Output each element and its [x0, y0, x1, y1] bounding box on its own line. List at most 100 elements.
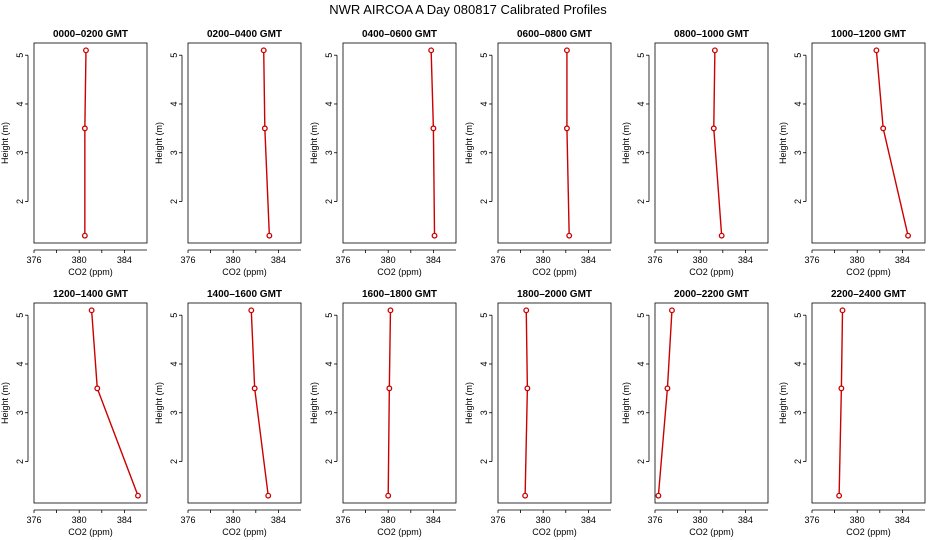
plot-frame — [497, 302, 612, 504]
x-tick-label: 380 — [850, 255, 865, 265]
data-point — [838, 385, 845, 392]
plot-frame — [187, 302, 302, 504]
y-tick-label: 5 — [793, 53, 803, 58]
y-tick-label: 5 — [15, 53, 25, 58]
y-axis-label: Height (m) — [621, 122, 631, 164]
x-tick-label: 380 — [72, 255, 87, 265]
x-axis-label: CO2 (ppm) — [846, 527, 891, 537]
x-axis-label: CO2 (ppm) — [377, 267, 422, 277]
y-axis-label: Height (m) — [309, 122, 319, 164]
y-tick-label: 3 — [169, 410, 179, 415]
data-point — [873, 47, 880, 54]
data-point — [566, 232, 573, 239]
data-point — [718, 232, 725, 239]
x-tick-label: 384 — [271, 255, 286, 265]
page-title: NWR AIRCOA A Day 080817 Calibrated Profi… — [329, 2, 607, 17]
y-axis-label: Height (m) — [464, 382, 474, 424]
panel-title: 1600–1800 GMT — [362, 289, 437, 300]
series-line — [657, 310, 673, 496]
x-tick-label: 384 — [581, 255, 596, 265]
data-point — [266, 232, 273, 239]
x-tick-label: 380 — [381, 515, 396, 525]
data-point — [905, 232, 911, 239]
x-axis-label: CO2 (ppm) — [689, 267, 734, 277]
chart-panel-9: 1800–2000 GMT 376 380 384 CO2 (ppm) 2 3 4 5 Heigh… — [464, 289, 612, 537]
y-tick-label: 3 — [324, 150, 334, 155]
y-tick-label: 2 — [169, 199, 179, 204]
panel-title: 0400–0600 GMT — [362, 29, 437, 40]
y-tick-label: 5 — [169, 313, 179, 318]
y-tick-label: 2 — [636, 199, 646, 204]
y-tick-label: 3 — [324, 410, 334, 415]
plot-frame — [811, 302, 926, 504]
data-point — [387, 307, 394, 314]
y-tick-label: 5 — [479, 313, 489, 318]
x-tick-label: 380 — [536, 255, 551, 265]
chart-panel-1: 0200–0400 GMT 376 380 384 CO2 (ppm) 2 3 4 5 Heigh… — [154, 29, 302, 277]
panel-title: 0000–0200 GMT — [53, 29, 128, 40]
y-tick-label: 3 — [793, 150, 803, 155]
x-tick-label: 384 — [895, 515, 910, 525]
series-line — [713, 50, 723, 236]
data-point — [260, 47, 267, 54]
y-axis-label: Height (m) — [778, 382, 788, 424]
y-axis-label: Height (m) — [309, 382, 319, 424]
x-axis-label: CO2 (ppm) — [222, 527, 267, 537]
series-line — [566, 50, 570, 236]
data-point — [94, 385, 101, 392]
data-point — [385, 492, 392, 499]
x-tick-label: 384 — [117, 255, 132, 265]
y-axis-label: Height (m) — [0, 382, 10, 424]
y-tick-label: 2 — [15, 199, 25, 204]
y-tick-label: 4 — [479, 361, 489, 366]
x-tick-label: 376 — [335, 515, 350, 525]
data-point — [83, 47, 89, 54]
series-line — [84, 50, 87, 236]
x-axis-label: CO2 (ppm) — [68, 267, 113, 277]
y-tick-label: 5 — [479, 53, 489, 58]
data-point — [428, 47, 435, 54]
y-tick-label: 2 — [15, 459, 25, 464]
data-point — [251, 385, 258, 392]
data-point — [563, 47, 570, 54]
plot-frame — [497, 42, 612, 244]
y-tick-label: 3 — [169, 150, 179, 155]
y-axis-label: Height (m) — [0, 122, 10, 164]
panel-title: 0600–0800 GMT — [517, 29, 592, 40]
x-tick-label: 376 — [804, 255, 819, 265]
data-point — [265, 492, 272, 499]
data-point — [563, 125, 570, 132]
y-tick-label: 3 — [793, 410, 803, 415]
data-point — [431, 232, 438, 239]
chart-panel-10: 2000–2200 GMT 376 380 384 CO2 (ppm) 2 3 4 5 Heigh… — [621, 289, 769, 537]
data-point — [135, 492, 141, 499]
y-tick-label: 2 — [479, 459, 489, 464]
y-tick-label: 5 — [324, 53, 334, 58]
y-tick-label: 2 — [479, 199, 489, 204]
chart-panel-5: 1000–1200 GMT 376 380 384 CO2 (ppm) 2 3 4 5 Heigh… — [778, 29, 926, 277]
panel-title: 2200–2400 GMT — [831, 289, 906, 300]
data-point — [664, 385, 671, 392]
plot-frame — [654, 42, 769, 244]
series-line — [90, 310, 139, 496]
data-point — [430, 125, 437, 132]
panel-title: 1000–1200 GMT — [831, 29, 906, 40]
data-point — [523, 307, 530, 314]
y-tick-label: 4 — [169, 101, 179, 106]
y-tick-label: 4 — [15, 101, 25, 106]
data-point — [88, 307, 95, 314]
panel-title: 0800–1000 GMT — [674, 29, 749, 40]
x-tick-label: 376 — [26, 515, 41, 525]
x-axis-label: CO2 (ppm) — [532, 267, 577, 277]
y-tick-label: 3 — [479, 150, 489, 155]
y-tick-label: 3 — [479, 410, 489, 415]
x-tick-label: 380 — [226, 255, 241, 265]
y-tick-label: 3 — [636, 410, 646, 415]
y-tick-label: 2 — [324, 459, 334, 464]
x-tick-label: 376 — [335, 255, 350, 265]
data-point — [524, 385, 531, 392]
data-point — [81, 125, 88, 132]
x-tick-label: 380 — [693, 255, 708, 265]
y-tick-label: 3 — [636, 150, 646, 155]
x-tick-label: 380 — [226, 515, 241, 525]
